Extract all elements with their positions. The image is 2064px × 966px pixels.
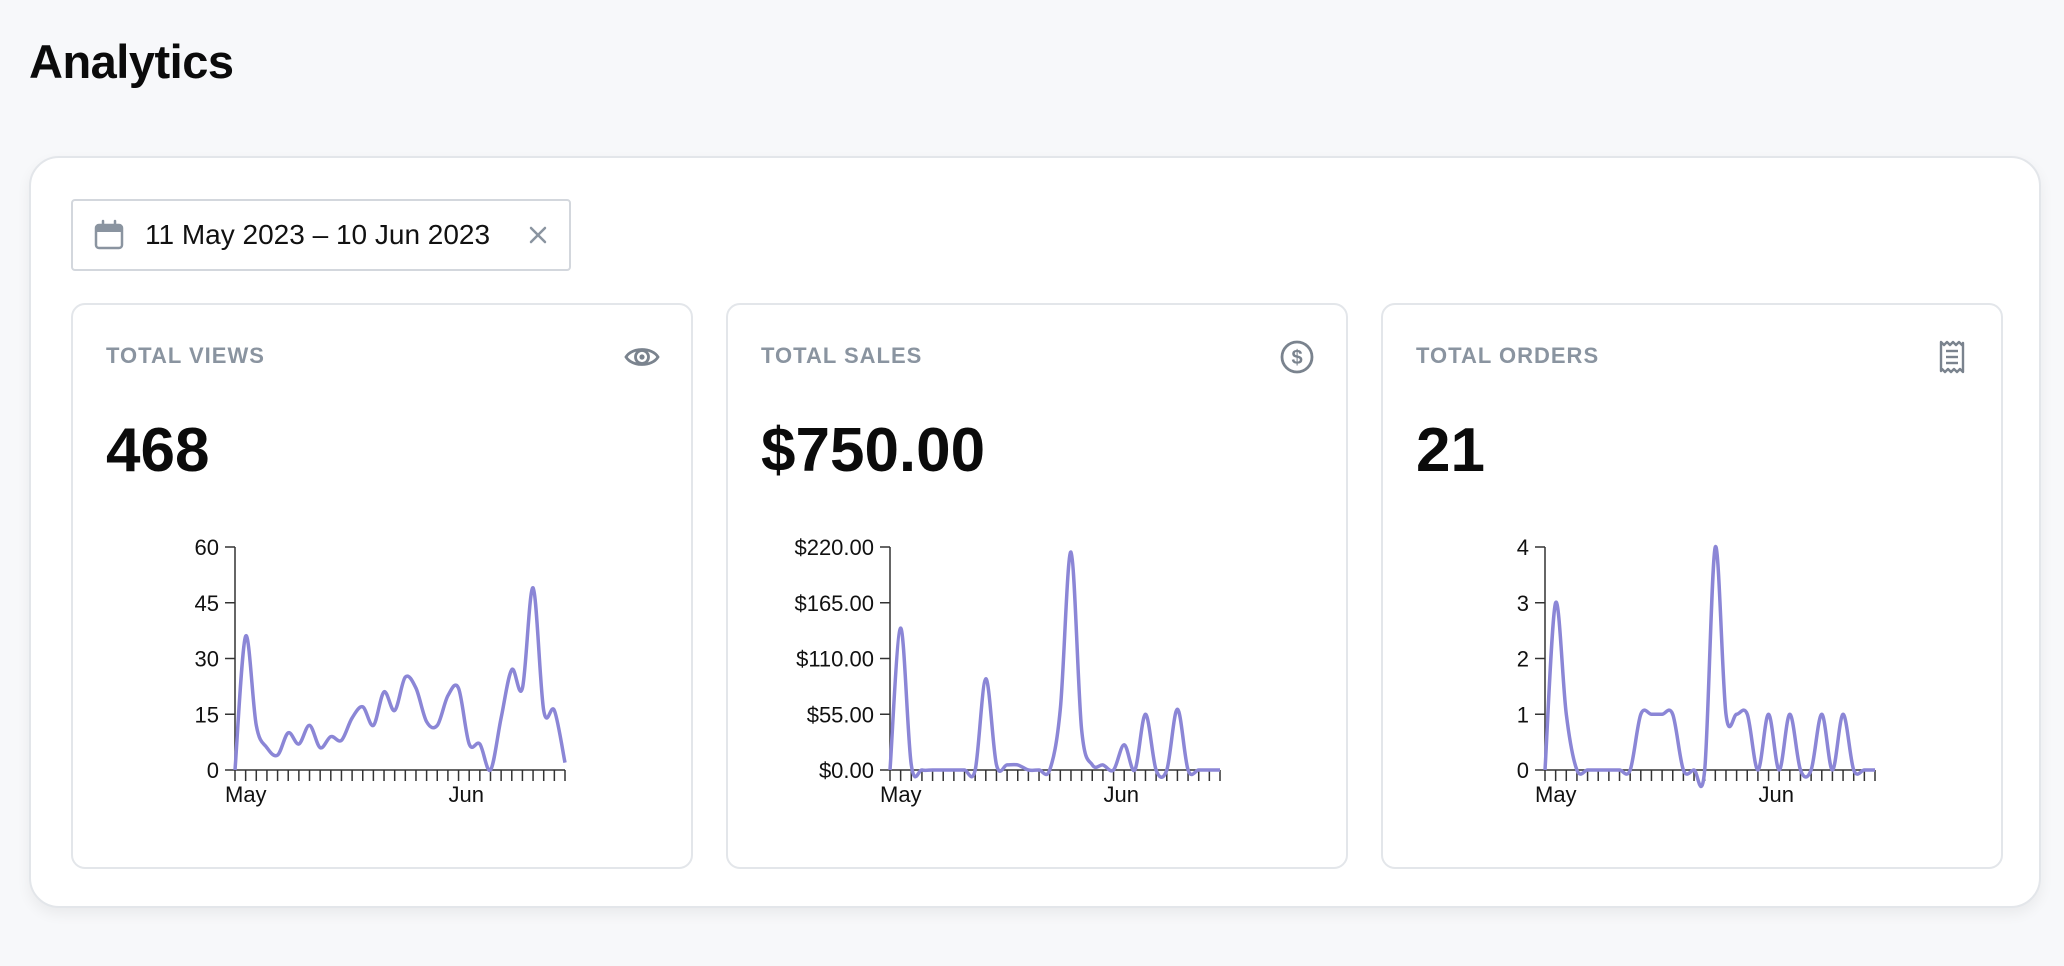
- y-tick-label: 15: [195, 702, 219, 727]
- x-tick-label: Jun: [1104, 782, 1139, 807]
- page-title: Analytics: [29, 35, 234, 88]
- orders-chart: 0 1 2 3 4 May Jun: [1517, 535, 1876, 807]
- card-total-sales: TOTAL SALES $ $750.00 $0.00 $55.00 $110.00…: [726, 303, 1348, 869]
- y-tick-label: 2: [1517, 647, 1529, 672]
- date-range-value: 11 May 2023 – 10 Jun 2023: [145, 219, 491, 250]
- y-tick-label: $165.00: [794, 591, 874, 616]
- series-line: [233, 586, 567, 773]
- y-tick-label: 45: [195, 591, 219, 616]
- y-tick-label: 3: [1517, 591, 1529, 616]
- card-total-orders: TOTAL ORDERS 21 0 1 2 3 4 May Jun: [1381, 303, 2003, 869]
- x-tick-label: May: [225, 782, 267, 807]
- analytics-panel: 11 May 2023 – 10 Jun 2023 TOTAL VIEWS 46…: [29, 156, 2041, 908]
- x-tick-label: Jun: [1759, 782, 1794, 807]
- y-tick-label: $55.00: [807, 702, 874, 727]
- dollar-circle-icon: $: [1278, 338, 1316, 376]
- card-label: TOTAL VIEWS: [106, 343, 265, 368]
- card-value: 468: [106, 416, 210, 485]
- y-tick-label: 0: [207, 758, 219, 783]
- y-tick-label: 4: [1517, 535, 1529, 560]
- eye-icon: [623, 338, 661, 376]
- date-range-picker[interactable]: 11 May 2023 – 10 Jun 2023: [71, 199, 571, 271]
- x-tick-label: May: [1535, 782, 1577, 807]
- y-tick-label: 60: [195, 535, 219, 560]
- close-icon[interactable]: [525, 222, 551, 248]
- card-label: TOTAL SALES: [761, 343, 923, 368]
- y-tick-label: 1: [1517, 702, 1529, 727]
- card-value: 21: [1416, 416, 1485, 485]
- sales-chart: $0.00 $55.00 $110.00 $165.00 $220.00 May Jun: [794, 535, 1221, 807]
- y-tick-label: 30: [195, 647, 219, 672]
- y-tick-label: $0.00: [819, 758, 874, 783]
- series-line: [1543, 545, 1875, 789]
- views-chart: 0 15 30 45 60 May Jun: [195, 535, 567, 807]
- x-tick-label: Jun: [449, 782, 484, 807]
- y-tick-label: $220.00: [794, 535, 874, 560]
- svg-text:$: $: [1291, 347, 1302, 369]
- y-tick-label: 0: [1517, 758, 1529, 783]
- x-tick-label: May: [880, 782, 922, 807]
- card-value: $750.00: [761, 416, 986, 485]
- card-total-views: TOTAL VIEWS 468 0 15 30 45 60 May Jun: [71, 303, 693, 869]
- calendar-icon: [93, 219, 125, 251]
- y-tick-label: $110.00: [796, 647, 874, 672]
- card-label: TOTAL ORDERS: [1416, 343, 1600, 368]
- series-line: [888, 550, 1220, 780]
- receipt-icon: [1933, 338, 1971, 376]
